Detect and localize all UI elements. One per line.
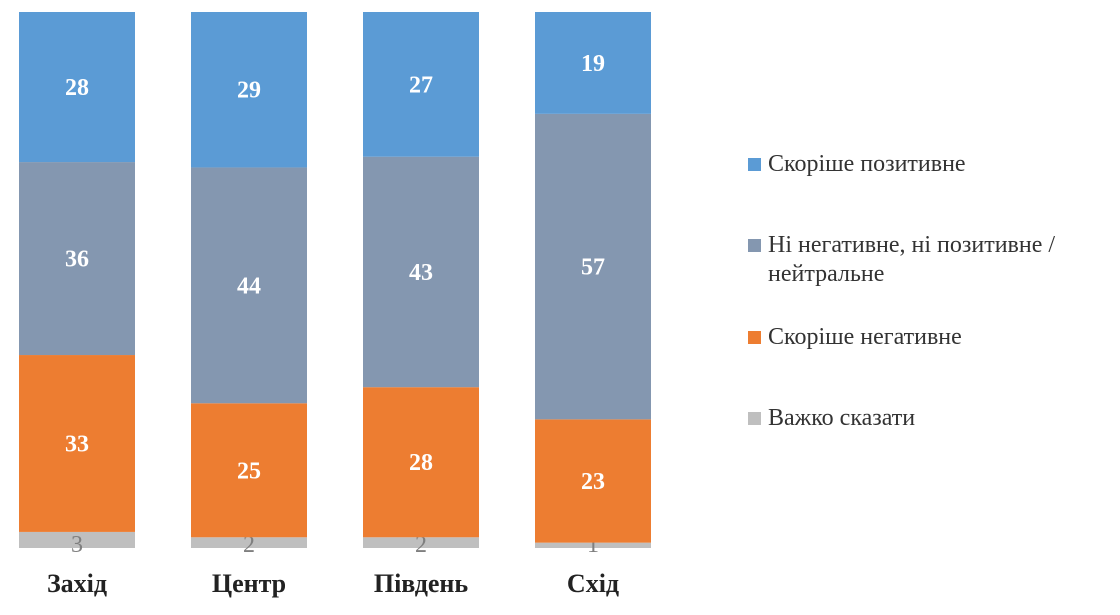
bar-segment-3-3 — [535, 12, 651, 114]
legend-item-2: Скоріше негативне — [746, 323, 1116, 352]
bar-segment-0-0 — [19, 531, 135, 548]
bar-segment-1-3 — [191, 12, 307, 168]
data-label-1-0: 2 — [243, 532, 255, 558]
bar-segment-3-2 — [535, 113, 651, 420]
legend: Скоріше позитивне Ні негативне, ні позити… — [746, 150, 1116, 433]
data-label-0-3: 28 — [65, 75, 89, 101]
data-label-3-2: 57 — [581, 255, 605, 281]
legend-swatch — [748, 239, 761, 252]
legend-label: Ні негативне, ні позитивне / нейтральне — [768, 232, 1056, 287]
data-label-3-1: 23 — [581, 469, 605, 495]
legend-item-1: Ні негативне, ні позитивне / нейтральне — [746, 231, 1116, 289]
data-label-1-1: 25 — [237, 458, 261, 484]
category-label-3: Схід — [567, 569, 619, 598]
bar-segment-2-1 — [363, 387, 479, 538]
data-label-2-2: 43 — [409, 260, 433, 286]
bar-segment-1-0 — [191, 537, 307, 548]
data-label-1-3: 29 — [237, 78, 261, 104]
data-label-0-1: 33 — [65, 431, 89, 457]
category-label-0: Захід — [47, 569, 107, 598]
category-label-2: Південь — [374, 569, 469, 598]
bar-segment-3-0 — [535, 542, 651, 548]
legend-swatch — [748, 158, 761, 171]
bar-segment-0-2 — [19, 162, 135, 356]
legend-item-3: Важко сказати — [746, 404, 1116, 433]
category-labels: Захід Центр Південь Схід — [47, 569, 619, 598]
data-label-0-2: 36 — [65, 247, 89, 273]
legend-swatch — [748, 412, 761, 425]
bar-segment-1-2 — [191, 167, 307, 404]
legend-swatch — [748, 331, 761, 344]
bar-segment-1-1 — [191, 403, 307, 538]
bar-segment-3-1 — [535, 419, 651, 543]
data-label-1-2: 44 — [237, 273, 261, 299]
data-label-2-1: 28 — [409, 450, 433, 476]
data-label-3-3: 19 — [581, 51, 605, 77]
bar-segment-2-3 — [363, 12, 479, 157]
legend-label: Скоріше позитивне — [768, 151, 966, 177]
legend-item-0: Скоріше позитивне — [746, 150, 1116, 179]
data-label-0-0: 3 — [71, 532, 83, 558]
bar-segment-0-1 — [19, 355, 135, 532]
legend-label: Скоріше негативне — [768, 324, 962, 350]
legend-label: Важко сказати — [768, 405, 916, 431]
data-label-2-3: 27 — [409, 72, 433, 98]
bar-segment-2-2 — [363, 156, 479, 388]
bar-segment-0-3 — [19, 12, 135, 163]
data-label-2-0: 2 — [415, 532, 427, 558]
category-label-1: Центр — [212, 569, 286, 598]
bar-segment-2-0 — [363, 537, 479, 548]
